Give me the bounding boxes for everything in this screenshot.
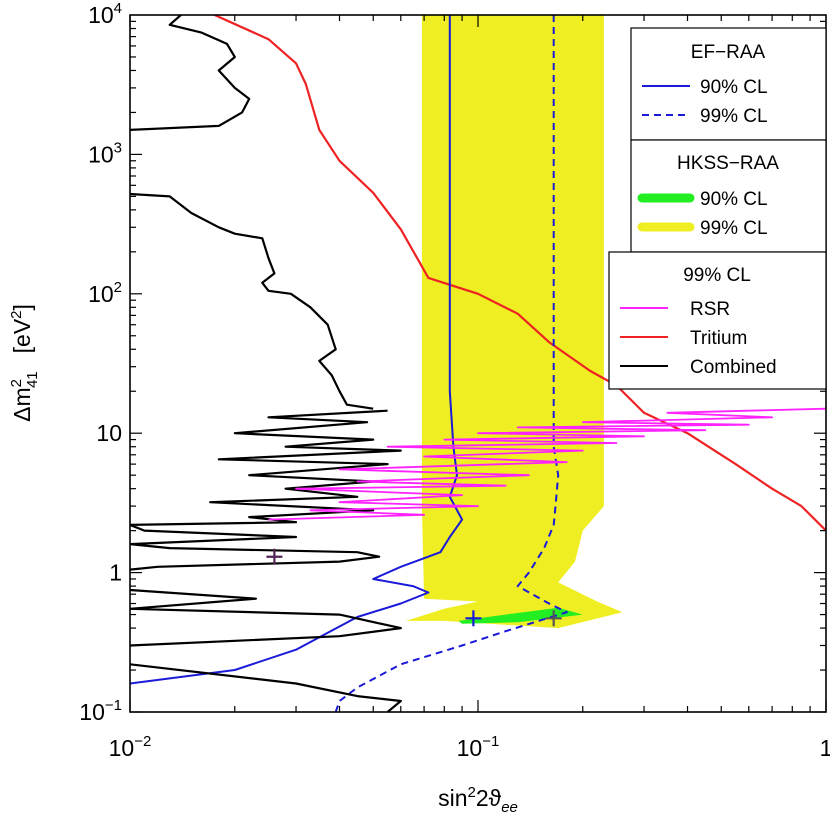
legend-label-hkss-99: 99% CL — [700, 218, 768, 239]
legend-group-ef-raa: EF−RAA 90% CL 99% CL — [630, 27, 827, 141]
series-combined_bottom — [130, 663, 402, 712]
x-tick-label: 10−1 — [457, 733, 500, 761]
series-ef_raa_90 — [130, 15, 464, 685]
series-layer — [130, 15, 826, 712]
legend: EF−RAA 90% CL 99% CL HKSS−RAA 90% CL 99%… — [608, 27, 827, 390]
legend-label-tritium: Tritium — [690, 328, 747, 349]
series-hkss_99 — [405, 15, 623, 629]
legend-label-hkss-90: 90% CL — [700, 189, 768, 210]
series-combined_lower — [130, 588, 402, 647]
y-tick-label: 10 — [96, 420, 122, 446]
best-fit-marker-1 — [465, 610, 482, 627]
y-tick-label: 102 — [88, 279, 122, 307]
series-tritium — [214, 15, 826, 532]
series-hkss_90 — [458, 607, 583, 624]
legend-label-ef-90: 90% CL — [700, 77, 768, 98]
legend-label-combined: Combined — [690, 357, 777, 378]
x-tick-label: 10−2 — [109, 733, 152, 761]
best-fit-marker-2 — [545, 610, 562, 627]
axis-tick-labels: 10−2 10−1 1 10−1 1 10 102 103 104 — [79, 0, 830, 761]
y-axis-label: Δm241[eV2] — [8, 304, 41, 422]
y-tick-label: 1 — [109, 560, 122, 586]
y-tick-label: 103 — [88, 139, 122, 167]
y-tick-label: 104 — [88, 0, 122, 28]
series-combined_wiggle — [130, 409, 402, 571]
series-combined_mid — [130, 192, 374, 410]
x-tick-label: 1 — [820, 735, 830, 761]
legend-title-99cl: 99% CL — [683, 265, 751, 286]
legend-box-ef-raa — [630, 27, 827, 141]
legend-title-hkss-raa: HKSS−RAA — [677, 153, 779, 174]
x-axis-label: sin22ϑee — [438, 784, 518, 816]
legend-title-ef-raa: EF−RAA — [691, 42, 766, 63]
best-fit-markers — [266, 548, 562, 627]
series-ef_raa_99 — [334, 15, 568, 712]
series-rsr — [268, 407, 826, 521]
legend-group-hkss-raa: HKSS−RAA 90% CL 99% CL — [630, 139, 827, 253]
legend-label-ef-99: 99% CL — [700, 106, 768, 127]
series-combined_upper — [130, 15, 251, 131]
y-tick-label: 10−1 — [79, 697, 122, 725]
legend-label-rsr: RSR — [690, 299, 730, 320]
legend-group-99cl: 99% CL RSR Tritium Combined — [608, 251, 827, 390]
best-fit-marker-0 — [266, 548, 283, 565]
